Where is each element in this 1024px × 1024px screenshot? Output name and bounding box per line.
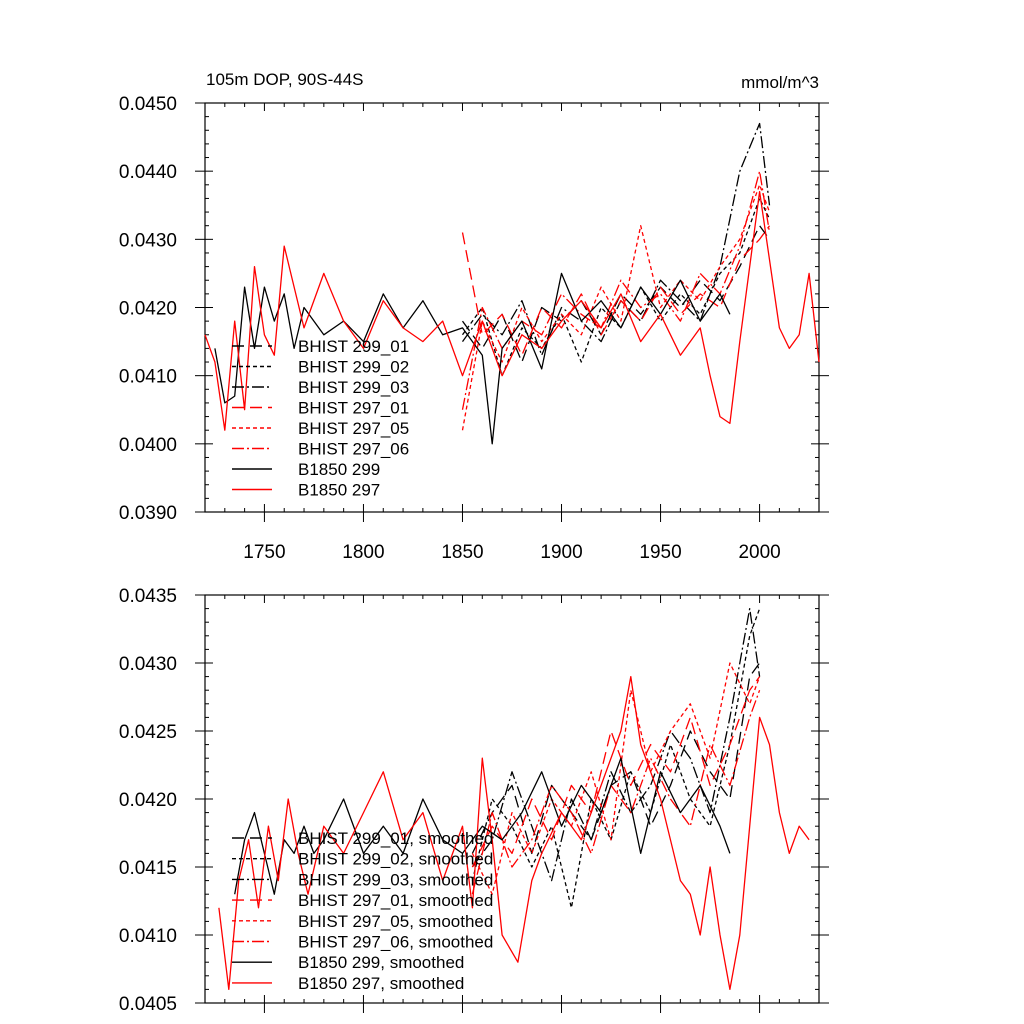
legend-label: BHIST 299_02, smoothed [298,850,493,869]
legend-label: BHIST 297_05, smoothed [298,912,493,931]
legend-label: BHIST 297_05 [298,419,409,438]
series-line-bhist-297-01 [461,225,771,356]
y-tick-label: 0.0430 [119,654,177,675]
legend-label: BHIST 299_03, smoothed [298,870,493,889]
top-series-group [204,122,820,445]
chart-title: 105m DOP, 90S-44S [206,70,364,89]
y-tick-label: 0.0390 [119,503,177,524]
y-tick-label: 0.0410 [119,367,177,388]
legend-label: BHIST 299_01 [298,337,409,356]
x-tick-label: 1950 [639,542,681,563]
y-tick-label: 0.0420 [119,299,177,320]
y-tick-label: 0.0430 [119,230,177,251]
y-tick-label: 0.0400 [119,435,177,456]
legend-label: BHIST 297_01 [298,399,409,418]
series-line-bhist-297-06-smoothed [471,689,761,895]
series-line-b1850-299-smoothed [234,757,731,895]
legend-label: BHIST 297_06, smoothed [298,933,493,952]
y-tick-label: 0.0435 [119,586,177,607]
series-line-bhist-299-02-smoothed [471,608,761,909]
bottom-legend: BHIST 299_01, smoothed BHIST 299_02, smoo… [232,829,493,993]
x-tick-label: 1900 [540,542,582,563]
legend-label: BHIST 299_02 [298,358,409,377]
legend-label: B1850 297, smoothed [298,974,464,993]
y-tick-label: 0.0420 [119,790,177,811]
legend-label: B1850 299, smoothed [298,953,464,972]
x-tick-label: 1800 [342,542,384,563]
series-line-bhist-297-05 [461,184,771,431]
top-panel: 105m DOP, 90S-44S mmol/m^3 1750 1800 1850 1… [119,70,829,563]
legend-label: BHIST 297_06 [298,440,409,459]
series-line-b1850-297-smoothed [218,675,810,991]
y-tick-label: 0.0440 [119,162,177,183]
y-tick-label: 0.0450 [119,94,177,115]
series-line-bhist-299-03-smoothed [471,607,761,882]
series-line-bhist-297-05-smoothed [471,662,761,895]
x-tick-label: 1850 [441,542,483,563]
x-tick-label: 2000 [738,542,780,563]
series-line-b1850-299 [214,272,731,445]
bottom-series-group [218,607,810,991]
legend-label: B1850 299 [298,460,380,479]
legend-label: BHIST 299_03 [298,378,409,397]
legend-label: B1850 297 [298,481,380,500]
series-line-bhist-299-01-smoothed [471,662,761,855]
y-tick-label: 0.0415 [119,858,177,879]
series-line-bhist-299-01 [461,225,771,363]
y-tick-label: 0.0405 [119,994,177,1015]
x-tick-label: 1750 [243,542,285,563]
series-line-bhist-297-06 [461,170,771,410]
y-tick-label: 0.0410 [119,926,177,947]
series-line-b1850-297 [204,190,820,431]
legend-label: BHIST 297_01, smoothed [298,891,493,910]
units-label: mmol/m^3 [741,73,819,92]
y-tick-label: 0.0425 [119,722,177,743]
legend-label: BHIST 299_01, smoothed [298,829,493,848]
bottom-panel: 0.0405 0.0410 0.0415 0.0420 0.0425 0.0430 0.04… [119,586,829,1015]
